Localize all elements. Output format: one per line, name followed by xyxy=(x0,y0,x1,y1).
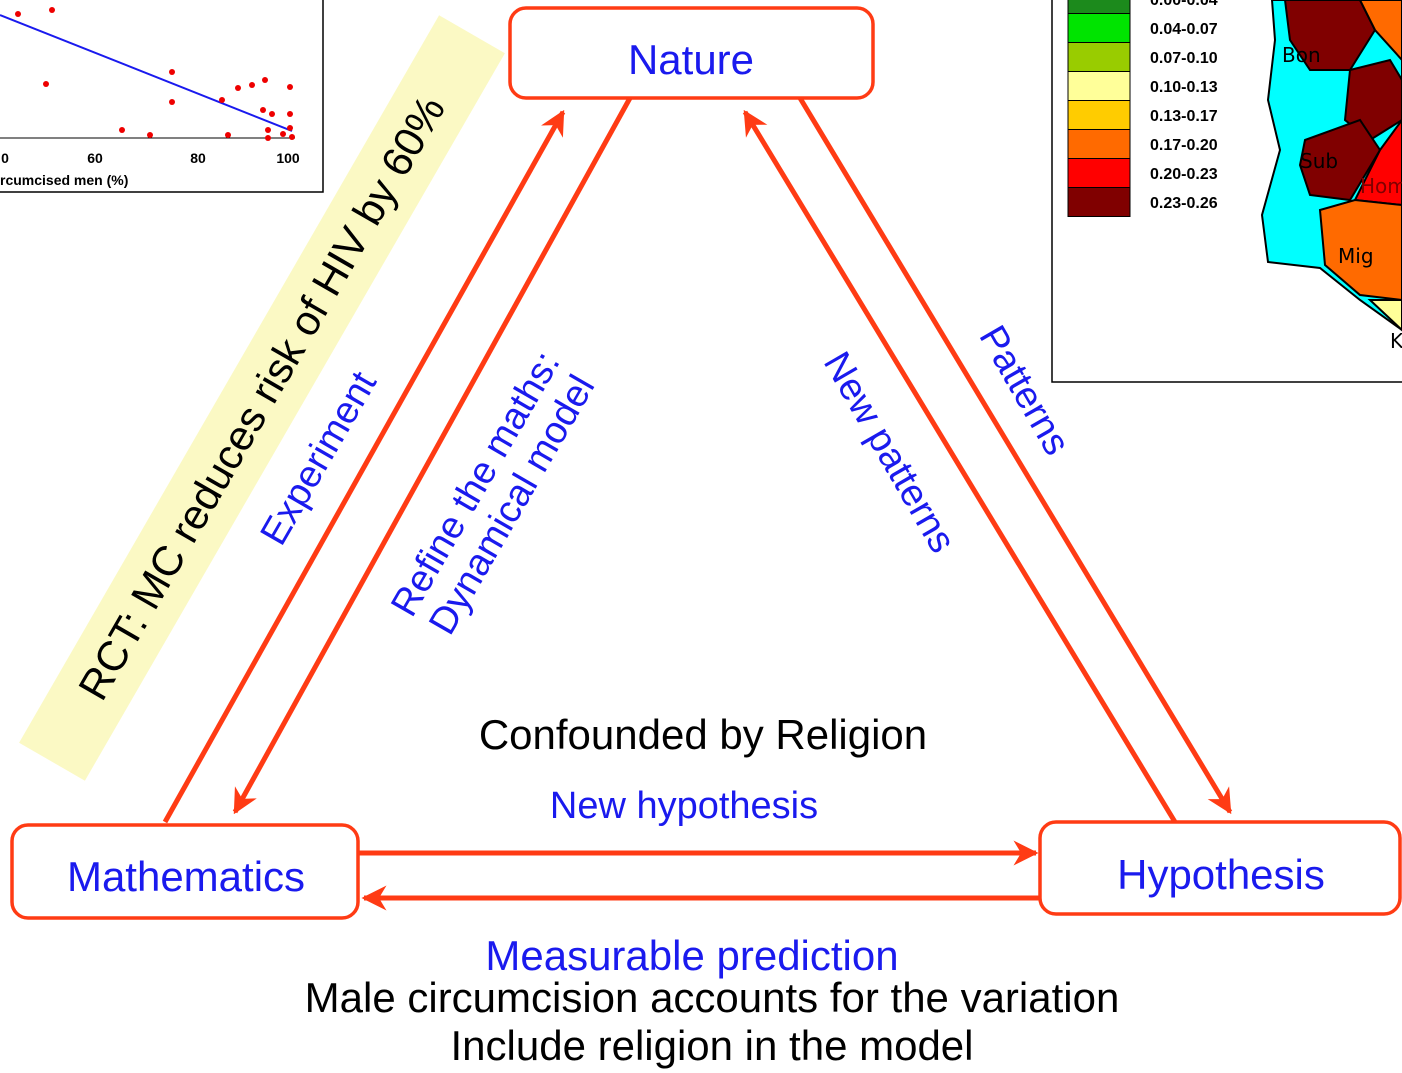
node-box xyxy=(1038,820,1402,916)
legend-swatch xyxy=(1067,42,1131,72)
map-region xyxy=(1353,118,1402,207)
node-box xyxy=(508,6,875,100)
arrow xyxy=(232,96,633,815)
legend-label: 0.23-0.26 xyxy=(1150,195,1218,212)
region-label: Sub xyxy=(1300,149,1338,173)
legend-label: 0.10-0.13 xyxy=(1150,79,1218,96)
node-label: Nature xyxy=(628,36,754,83)
x-tick-label: 100 xyxy=(276,150,300,166)
inset-chart: 0 60 80 100 rcumcised men (%) xyxy=(0,0,324,193)
region-label: K xyxy=(1390,329,1402,353)
legend-label: 0.04-0.07 xyxy=(1150,21,1218,38)
x-tick-label: 80 xyxy=(190,150,206,166)
map-region xyxy=(1358,0,1402,62)
arrow xyxy=(162,109,566,824)
arrow xyxy=(742,109,1178,824)
points xyxy=(15,7,295,141)
arrow xyxy=(797,96,1233,815)
edge-label: New hypothesis xyxy=(550,785,818,827)
annotation: Male circumcision accounts for the varia… xyxy=(305,974,1120,1021)
x-tick-label: 0 xyxy=(1,150,9,166)
trend-line xyxy=(0,14,293,132)
inset-frame xyxy=(0,0,324,193)
x-axis-label: rcumcised men (%) xyxy=(0,172,128,188)
legend-label: 0.13-0.17 xyxy=(1150,108,1218,125)
legend-swatch xyxy=(1067,13,1131,43)
legend-label: 0.00-0.04 xyxy=(1150,0,1218,9)
region-label: Hom xyxy=(1360,174,1402,198)
legend-label: 0.17-0.20 xyxy=(1150,137,1218,154)
node-label: Mathematics xyxy=(67,853,305,900)
map-inset: Bon Sub Hom Mig K 0.00-0.04 0.04-0.07 0.07… xyxy=(1051,0,1402,383)
legend-swatch xyxy=(1067,100,1131,130)
region-label: Mig xyxy=(1338,244,1374,268)
legend-swatch xyxy=(1067,158,1131,188)
edge-label: Measurable prediction xyxy=(485,932,898,979)
annotation: Confounded by Religion xyxy=(479,711,927,758)
annotation: Include religion in the model xyxy=(451,1022,974,1069)
map-region xyxy=(1367,299,1402,332)
legend-swatch xyxy=(1067,187,1131,217)
node-box xyxy=(10,823,360,920)
x-tick-label: 60 xyxy=(87,150,103,166)
legend-swatch xyxy=(1067,0,1131,14)
legend-label: 0.07-0.10 xyxy=(1150,50,1218,67)
edge-label: New patterns xyxy=(815,345,963,560)
region-label: Bon xyxy=(1282,43,1321,67)
node-label: Hypothesis xyxy=(1117,851,1325,898)
legend-swatch xyxy=(1067,71,1131,101)
map-legend: 0.00-0.04 0.04-0.07 0.07-0.10 0.10-0.13 0.13… xyxy=(1067,0,1218,217)
legend-label: 0.20-0.23 xyxy=(1150,166,1218,183)
legend-swatch xyxy=(1067,129,1131,159)
map-region xyxy=(1298,118,1382,202)
map-region xyxy=(1318,198,1402,302)
